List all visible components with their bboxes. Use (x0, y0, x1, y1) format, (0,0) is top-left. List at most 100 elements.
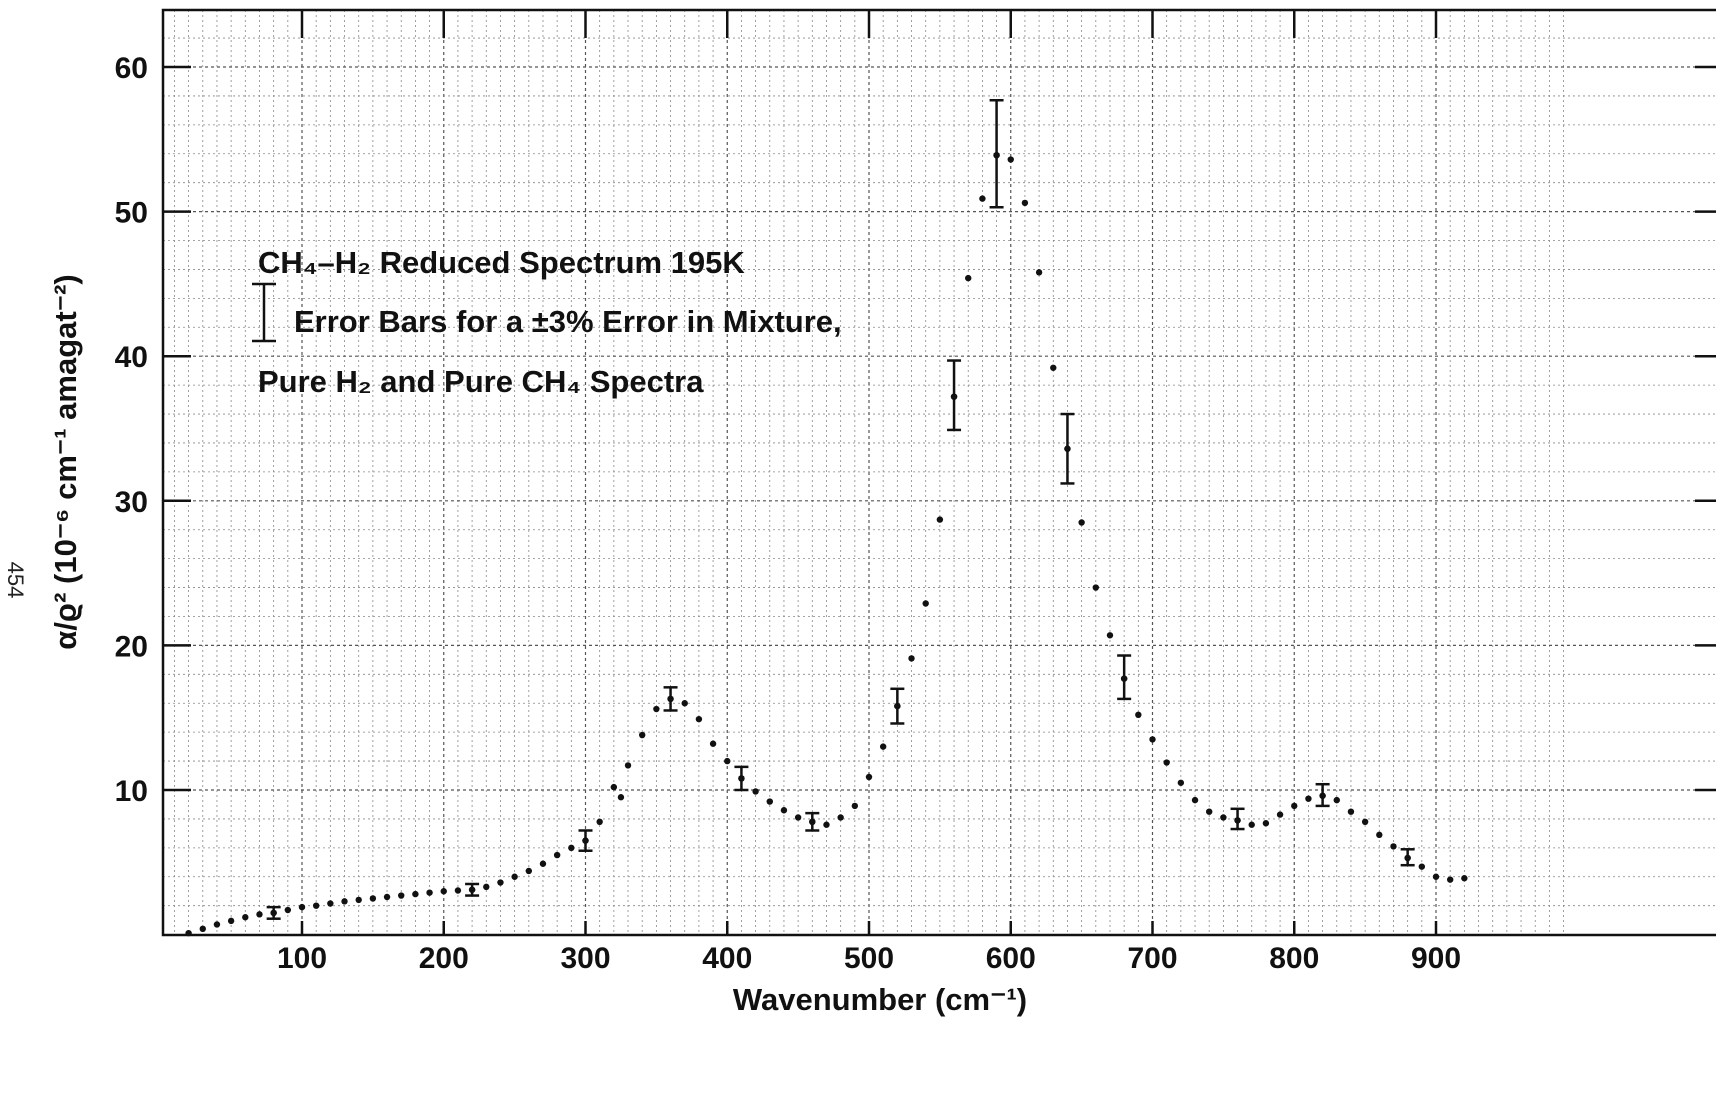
data-point (1347, 808, 1355, 815)
x-tick-label: 300 (560, 942, 610, 975)
legend-line-1: CH₄–H₂ Reduced Spectrum 195K (258, 245, 745, 280)
x-tick-label: 100 (277, 942, 327, 975)
data-point (908, 655, 915, 662)
axis-ticks: 100 200 300 400 500 600 700 800 900 10 20 30 40 50 60 (115, 10, 1716, 975)
y-axis-label: α/ϱ² (10⁻⁶ cm⁻¹ amagat⁻²) (48, 274, 83, 649)
data-point (1021, 199, 1029, 207)
data-point (851, 802, 859, 810)
data-point (1106, 632, 1114, 639)
data-point (1461, 875, 1468, 882)
x-tick-label: 200 (419, 942, 469, 975)
x-axis-label: Wavenumber (cm⁻¹) (733, 982, 1027, 1017)
data-point (1220, 814, 1227, 821)
data-point (426, 889, 433, 896)
data-point (553, 851, 561, 859)
y-tick-label: 10 (115, 775, 148, 808)
data-point (1276, 811, 1284, 818)
data-point (298, 903, 306, 911)
data-point (213, 921, 221, 928)
x-tick-label: 500 (844, 942, 894, 975)
plot-frame (161, 8, 1716, 937)
data-point (639, 731, 646, 739)
y-tick-label: 20 (115, 630, 148, 663)
legend: CH₄–H₂ Reduced Spectrum 195K Error Bars … (252, 245, 842, 399)
data-point (922, 600, 929, 607)
error-bar (734, 765, 749, 792)
error-bar-point (270, 909, 277, 917)
legend-line-3: Pure H₂ and Pure CH₄ Spectra (258, 364, 704, 399)
data-point (440, 888, 447, 895)
error-bar (1400, 848, 1415, 867)
error-bar-point (1404, 854, 1411, 862)
data-point (1149, 736, 1156, 743)
data-point (511, 873, 518, 880)
x-tick-label: 400 (702, 942, 752, 975)
data-point (242, 914, 249, 921)
x-tick-label: 700 (1127, 942, 1177, 975)
data-point (837, 814, 844, 821)
data-point (1291, 802, 1298, 810)
y-tick-label: 40 (115, 341, 148, 374)
data-point (341, 898, 348, 905)
data-point (965, 274, 972, 282)
data-point (1206, 808, 1213, 815)
data-point (1078, 519, 1085, 526)
data-point (398, 892, 405, 899)
error-bar (1230, 807, 1245, 831)
data-point (653, 705, 660, 713)
error-bar-point (1319, 792, 1326, 799)
error-bar (266, 905, 281, 920)
data-point (1361, 818, 1369, 826)
data-point (1305, 795, 1312, 802)
grid (163, 10, 1716, 935)
error-bar-point (894, 702, 901, 710)
data-point (1418, 863, 1426, 870)
data-point (327, 900, 334, 907)
data-point (1050, 364, 1057, 371)
data-point (1390, 843, 1397, 850)
data-point (1092, 584, 1100, 591)
data-point (936, 516, 944, 523)
data-point (709, 740, 717, 747)
y-tick-label: 50 (115, 197, 148, 230)
error-bar-point (809, 818, 816, 826)
data-point (539, 860, 547, 867)
x-tick-label: 800 (1269, 942, 1319, 975)
data-point (1376, 831, 1383, 839)
data-point (312, 902, 320, 909)
x-tick-label: 600 (986, 942, 1036, 975)
error-bar-point (950, 393, 958, 400)
data-point (1035, 269, 1043, 276)
error-bar-point (1234, 817, 1241, 824)
error-bar (1315, 782, 1330, 808)
data-point (1333, 796, 1340, 804)
error-bar-point (468, 886, 476, 893)
data-point (724, 757, 731, 765)
data-point (412, 890, 419, 898)
data-point (596, 818, 603, 826)
data-point (256, 911, 263, 918)
data-point (1135, 711, 1142, 719)
data-point (865, 773, 873, 781)
data-marks (185, 99, 1468, 937)
error-bar (947, 359, 962, 432)
legend-line-2: Error Bars for a ±3% Error in Mixture, (294, 304, 842, 339)
error-bar (805, 811, 820, 832)
data-point (1163, 759, 1170, 766)
y-tick-label: 30 (115, 486, 148, 519)
data-point (681, 700, 688, 707)
data-point (284, 906, 292, 914)
error-bar (1117, 654, 1132, 701)
data-point (1262, 820, 1270, 827)
data-point (879, 743, 887, 750)
data-point (383, 893, 391, 901)
error-bar-point (993, 152, 1000, 159)
data-point (1432, 873, 1440, 880)
error-bar-point (1120, 675, 1128, 682)
data-point (227, 917, 235, 925)
error-bar (1060, 412, 1075, 485)
data-point (695, 715, 703, 723)
error-bar-point (738, 775, 745, 782)
data-point (525, 867, 532, 875)
